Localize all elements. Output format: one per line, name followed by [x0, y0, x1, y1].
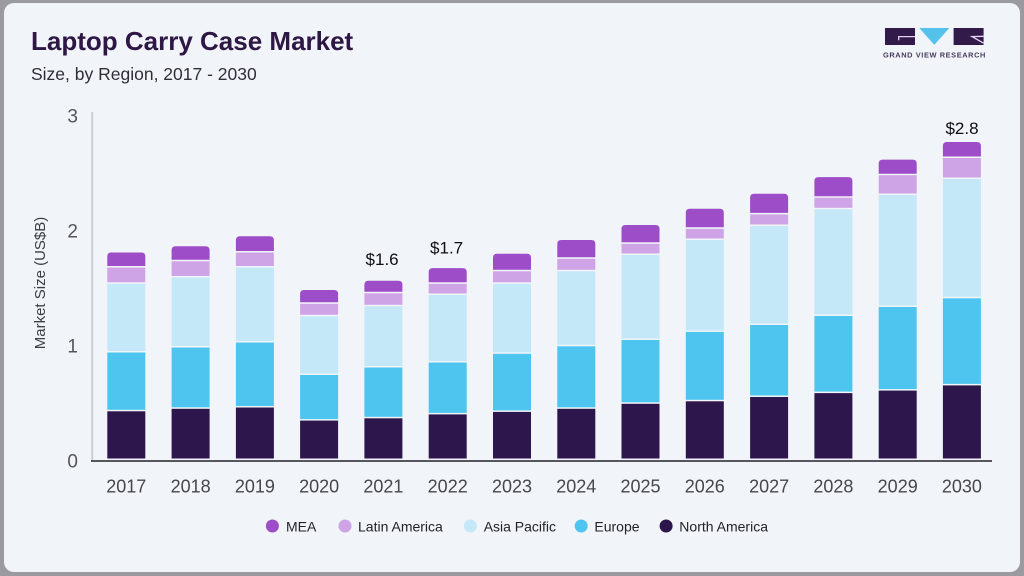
svg-text:Europe: Europe — [594, 518, 639, 534]
svg-text:2020: 2020 — [299, 477, 339, 497]
svg-text:2019: 2019 — [235, 477, 275, 497]
svg-text:2023: 2023 — [492, 477, 532, 497]
svg-text:$2.8: $2.8 — [945, 119, 978, 138]
svg-text:GRAND VIEW RESEARCH: GRAND VIEW RESEARCH — [883, 51, 986, 60]
svg-text:$1.7: $1.7 — [430, 239, 463, 258]
svg-text:2026: 2026 — [685, 477, 725, 497]
svg-text:2022: 2022 — [428, 477, 468, 497]
svg-text:MEA: MEA — [286, 518, 317, 534]
svg-text:Asia Pacific: Asia Pacific — [484, 518, 556, 534]
svg-text:2025: 2025 — [620, 477, 660, 497]
svg-text:3: 3 — [67, 107, 78, 128]
svg-text:North America: North America — [679, 518, 768, 534]
svg-text:2030: 2030 — [942, 477, 982, 497]
svg-text:2024: 2024 — [556, 477, 596, 497]
svg-text:2027: 2027 — [749, 477, 789, 497]
svg-text:1: 1 — [67, 337, 78, 358]
svg-text:2028: 2028 — [813, 477, 853, 497]
svg-text:2018: 2018 — [171, 477, 211, 497]
svg-text:2017: 2017 — [106, 477, 146, 497]
svg-text:2029: 2029 — [878, 477, 918, 497]
svg-text:$1.6: $1.6 — [366, 250, 399, 269]
svg-text:0: 0 — [67, 452, 78, 473]
svg-text:2: 2 — [67, 222, 78, 243]
svg-text:2021: 2021 — [363, 477, 403, 497]
svg-text:Latin America: Latin America — [358, 518, 443, 534]
svg-text:Market Size (US$B): Market Size (US$B) — [32, 217, 49, 350]
